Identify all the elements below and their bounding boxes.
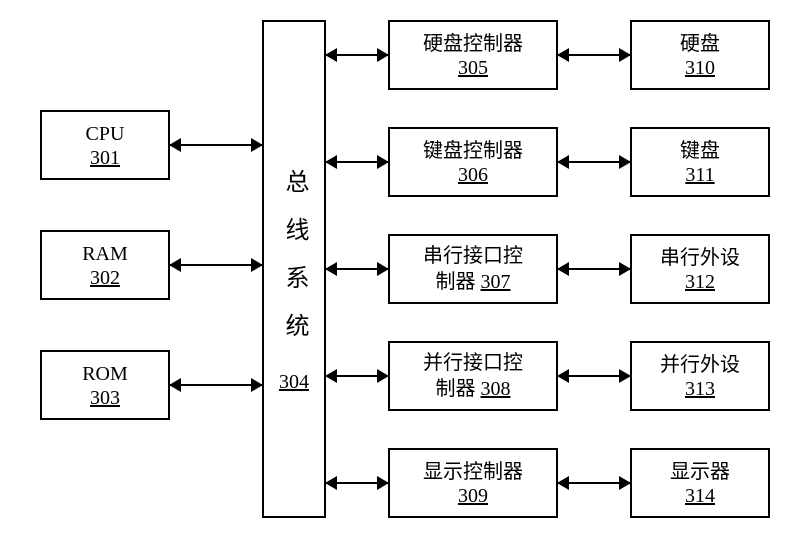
ram-box: RAM 302 [40, 230, 170, 300]
arrow-serctrl-ser [558, 268, 630, 270]
display-number: 314 [685, 485, 715, 508]
hdd-number: 310 [685, 57, 715, 80]
arrow-cpu-bus [170, 144, 262, 146]
cpu-box: CPU 301 [40, 110, 170, 180]
hdd-controller-box: 硬盘控制器 305 [388, 20, 558, 90]
rom-box: ROM 303 [40, 350, 170, 420]
serial-device-number: 312 [685, 271, 715, 294]
arrow-bus-dispctrl [326, 482, 388, 484]
hdd-controller-number: 305 [458, 57, 488, 80]
arrow-ram-bus [170, 264, 262, 266]
display-label: 显示器 [670, 459, 730, 485]
kbd-controller-number: 306 [458, 164, 488, 187]
parallel-device-number: 313 [685, 378, 715, 401]
display-box: 显示器 314 [630, 448, 770, 518]
serial-controller-label: 串行接口控 制器 307 [423, 243, 523, 295]
display-controller-number: 309 [458, 485, 488, 508]
kbd-controller-box: 键盘控制器 306 [388, 127, 558, 197]
parallel-device-box: 并行外设 313 [630, 341, 770, 411]
arrow-parctrl-par [558, 375, 630, 377]
arrow-hddctrl-hdd [558, 54, 630, 56]
serial-device-box: 串行外设 312 [630, 234, 770, 304]
rom-label: ROM [82, 361, 128, 387]
hdd-box: 硬盘 310 [630, 20, 770, 90]
serial-controller-box: 串行接口控 制器 307 [388, 234, 558, 304]
arrow-bus-serctrl [326, 268, 388, 270]
rom-number: 303 [90, 387, 120, 410]
cpu-label: CPU [86, 121, 125, 147]
kbd-box: 键盘 311 [630, 127, 770, 197]
arrow-kbdctrl-kbd [558, 161, 630, 163]
kbd-controller-label: 键盘控制器 [423, 138, 523, 164]
bus-number: 304 [279, 371, 309, 394]
display-controller-label: 显示控制器 [423, 459, 523, 485]
serial-device-label: 串行外设 [660, 245, 740, 271]
hdd-controller-label: 硬盘控制器 [423, 31, 523, 57]
arrow-bus-kbdctrl [326, 161, 388, 163]
display-controller-box: 显示控制器 309 [388, 448, 558, 518]
diagram-canvas: 总线系统 304 CPU 301 RAM 302 ROM 303 硬盘控制器 3… [0, 0, 800, 546]
parallel-controller-box: 并行接口控 制器 308 [388, 341, 558, 411]
parallel-controller-label: 并行接口控 制器 308 [423, 350, 523, 402]
ram-label: RAM [82, 241, 128, 267]
bus-system-box: 总线系统 304 [262, 20, 326, 518]
ram-number: 302 [90, 267, 120, 290]
hdd-label: 硬盘 [680, 31, 720, 57]
parallel-device-label: 并行外设 [660, 352, 740, 378]
bus-label: 总线系统 [282, 169, 306, 361]
arrow-rom-bus [170, 384, 262, 386]
kbd-label: 键盘 [680, 138, 720, 164]
cpu-number: 301 [90, 147, 120, 170]
arrow-bus-parctrl [326, 375, 388, 377]
arrow-dispctrl-disp [558, 482, 630, 484]
arrow-bus-hddctrl [326, 54, 388, 56]
kbd-number: 311 [685, 164, 714, 187]
